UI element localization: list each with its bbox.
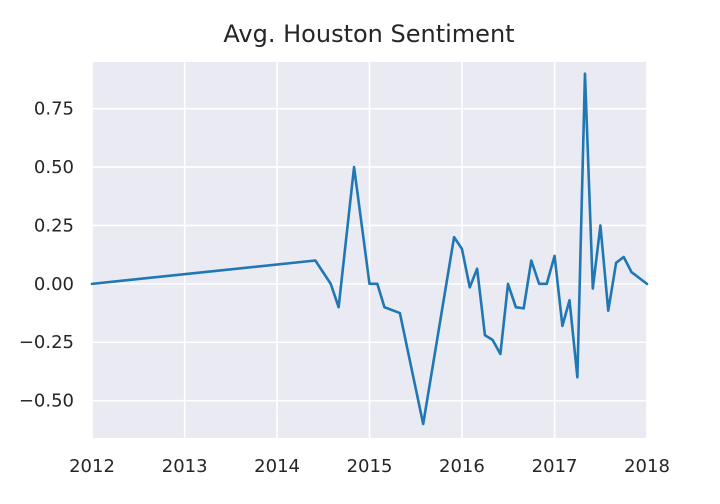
x-tick-label: 2013 [162, 456, 208, 477]
y-tick-label: −0.25 [19, 332, 74, 353]
y-tick-label: 0.25 [34, 215, 74, 236]
y-tick-label: −0.50 [19, 391, 74, 412]
y-tick-label: 0.50 [34, 157, 74, 178]
chart-title: Avg. Houston Sentiment [223, 20, 514, 48]
x-tick-label: 2014 [254, 456, 300, 477]
series-group [90, 72, 649, 426]
y-axis: 0.75 0.50 0.25 0.00 −0.25 −0.50 [19, 99, 74, 412]
x-tick-label: 2015 [347, 456, 393, 477]
x-tick-label: 2012 [69, 456, 115, 477]
y-tick-label: 0.75 [34, 99, 74, 120]
x-tick-label: 2016 [439, 456, 485, 477]
y-tick-label: 0.00 [34, 274, 74, 295]
series-line [90, 72, 649, 426]
x-axis: 2012 2013 2014 2015 2016 2017 2018 [69, 456, 670, 477]
x-tick-label: 2017 [532, 456, 578, 477]
x-tick-label: 2018 [624, 456, 670, 477]
